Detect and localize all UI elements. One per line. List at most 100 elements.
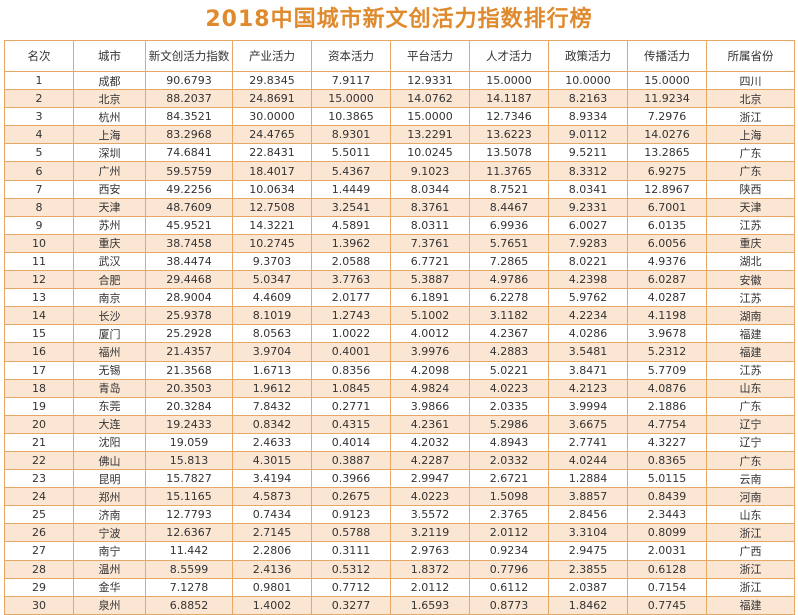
table-cell: 0.3277: [311, 595, 391, 615]
table-cell: 8.3761: [390, 197, 470, 217]
table-cell: 5.4367: [311, 161, 391, 181]
table-cell: 4.0244: [548, 450, 628, 471]
table-cell: 22.8431: [232, 143, 312, 163]
table-cell: 4.4609: [232, 288, 312, 308]
table-cell: 4.2361: [390, 414, 470, 434]
table-cell: 3.3104: [548, 523, 628, 543]
table-cell: 8: [4, 197, 74, 217]
table-cell: 30.0000: [232, 107, 312, 127]
table-cell: 2.0588: [311, 251, 391, 272]
table-cell: 福建: [706, 342, 795, 362]
table-cell: 3.8857: [548, 487, 628, 507]
table-cell: 5.7651: [469, 233, 549, 253]
table-cell: 38.7458: [145, 233, 233, 253]
table-cell: 74.6841: [145, 143, 233, 163]
table-cell: 安徽: [706, 270, 795, 290]
table-cell: 7.3761: [390, 233, 470, 253]
table-cell: 5.7709: [627, 360, 707, 380]
table-cell: 8.5599: [145, 559, 233, 579]
table-cell: 4: [4, 125, 74, 145]
table-cell: 12.7793: [145, 505, 233, 525]
table-cell: 2.0177: [311, 288, 391, 308]
table-cell: 8.0344: [390, 179, 470, 199]
table-cell: 3.9866: [390, 396, 470, 416]
table-row: 14 长沙 25.9378 8.1019 1.2743 5.1002 3.1182 4.223…: [4, 306, 795, 326]
table-cell: 2.0335: [469, 396, 549, 416]
table-row: 24 郑州 15.1165 4.5873 0.2675 4.0223 1.5098 3.885…: [4, 487, 795, 507]
table-cell: 0.8099: [627, 523, 707, 543]
table-cell: 4.0876: [627, 378, 707, 398]
table-cell: 83.2968: [145, 125, 233, 145]
column-header: 资本活力: [311, 40, 391, 72]
table-cell: 无锡: [73, 360, 146, 380]
table-cell: 浙江: [706, 559, 795, 579]
table-cell: 12.7508: [232, 197, 312, 217]
table-cell: 6.2278: [469, 288, 549, 308]
table-cell: 6: [4, 161, 74, 181]
table-cell: 9.1023: [390, 161, 470, 181]
table-cell: 10.0245: [390, 143, 470, 163]
table-cell: 21.4357: [145, 342, 233, 362]
table-cell: 45.9521: [145, 215, 233, 235]
table-cell: 4.2032: [390, 432, 470, 452]
table-cell: 0.4001: [311, 342, 391, 362]
table-cell: 0.4315: [311, 414, 391, 434]
table-cell: 19.059: [145, 432, 233, 452]
table-cell: 武汉: [73, 251, 146, 272]
table-cell: 24.8691: [232, 89, 312, 109]
column-header: 人才活力: [469, 40, 549, 72]
table-cell: 24: [4, 487, 74, 507]
table-cell: 2.0031: [627, 541, 707, 561]
table-cell: 14.3221: [232, 215, 312, 235]
table-cell: 0.7434: [232, 505, 312, 525]
table-cell: 25.9378: [145, 306, 233, 326]
table-cell: 90.6793: [145, 70, 233, 91]
table-cell: 南京: [73, 288, 146, 308]
table-cell: 0.9234: [469, 541, 549, 561]
table-cell: 6.0287: [627, 270, 707, 290]
table-cell: 5.5011: [311, 143, 391, 163]
table-cell: 14.0276: [627, 125, 707, 145]
table-row: 9 苏州 45.9521 14.3221 4.5891 8.0311 6.9936 6.002…: [4, 215, 795, 235]
table-cell: 20.3503: [145, 378, 233, 398]
table-cell: 5.0221: [469, 360, 549, 380]
table-cell: 1.6593: [390, 595, 470, 615]
table-cell: 8.0341: [548, 179, 628, 199]
table-cell: 5: [4, 143, 74, 163]
table-cell: 15.0000: [390, 107, 470, 127]
table-cell: 2.2806: [232, 541, 312, 561]
table-cell: 25.2928: [145, 324, 233, 344]
table-cell: 2.9763: [390, 541, 470, 561]
table-cell: 84.3521: [145, 107, 233, 127]
table-cell: 广东: [706, 396, 795, 416]
table-cell: 5.0347: [232, 270, 312, 290]
table-cell: 38.4474: [145, 251, 233, 272]
table-cell: 26: [4, 523, 74, 543]
table-cell: 0.3966: [311, 469, 391, 489]
table-row: 6 广州 59.5759 18.4017 5.4367 9.1023 11.3765 8.33…: [4, 161, 795, 181]
table-cell: 5.3887: [390, 270, 470, 290]
table-cell: 4.2367: [469, 324, 549, 344]
table-cell: 21: [4, 432, 74, 452]
table-cell: 1.3962: [311, 233, 391, 253]
table-cell: 12.8967: [627, 179, 707, 199]
table-cell: 10.0634: [232, 179, 312, 199]
table-row: 15 厦门 25.2928 8.0563 1.0022 4.0012 4.2367 4.028…: [4, 324, 795, 344]
table-cell: 8.0311: [390, 215, 470, 235]
table-cell: 15.0000: [469, 70, 549, 91]
column-header: 名次: [4, 40, 74, 72]
table-cell: 4.8943: [469, 432, 549, 452]
table-cell: 4.2098: [390, 360, 470, 380]
table-cell: 重庆: [706, 233, 795, 253]
table-cell: 19: [4, 396, 74, 416]
table-cell: 1.4002: [232, 595, 312, 615]
table-cell: 10.2745: [232, 233, 312, 253]
table-cell: 14: [4, 306, 74, 326]
table-cell: 10: [4, 233, 74, 253]
table-cell: 12.6367: [145, 523, 233, 543]
table-row: 21 沈阳 19.059 2.4633 0.4014 4.2032 4.8943 2.7741…: [4, 432, 795, 452]
table-cell: 5.2986: [469, 414, 549, 434]
table-cell: 7: [4, 179, 74, 199]
table-cell: 13.5078: [469, 143, 549, 163]
table-cell: 上海: [73, 125, 146, 145]
